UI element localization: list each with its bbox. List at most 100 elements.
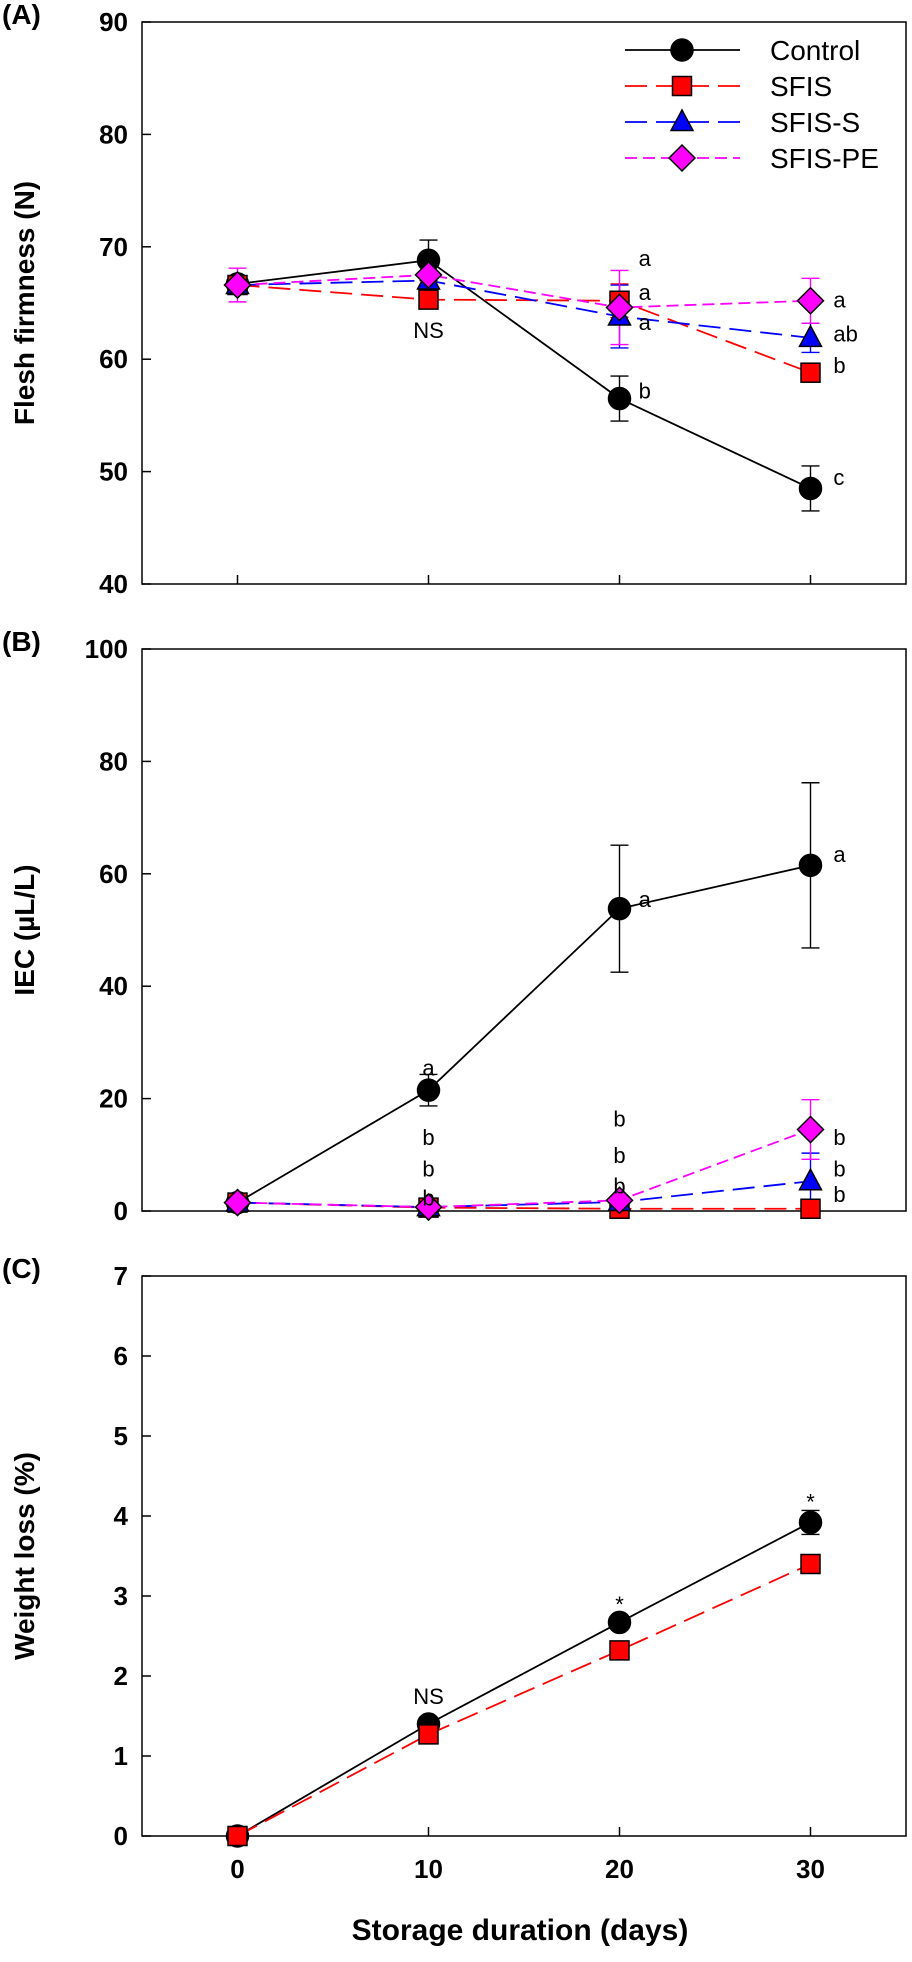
significance-label: a: [639, 280, 652, 305]
significance-label: a: [422, 1056, 435, 1081]
x-tick-label: 20: [605, 1854, 634, 1884]
y-axis-label: IEC (µL/L): [9, 864, 40, 995]
data-point-sfis: [418, 289, 439, 310]
y-tick-label: 60: [99, 859, 128, 889]
significance-label: NS: [413, 318, 444, 343]
significance-label: b: [833, 1156, 845, 1181]
panel-a: (A)Flesh firmness (N)405060708090NSaaaba…: [2, 0, 907, 599]
data-point-control: [607, 896, 632, 921]
legend: Control SFIS SFIS-S SFIS-PE: [625, 35, 879, 174]
significance-label: ab: [833, 321, 857, 346]
series-line-control: [237, 864, 811, 1204]
y-tick-label: 0: [114, 1196, 128, 1226]
data-point-control: [798, 476, 823, 501]
significance-label: b: [833, 1182, 845, 1207]
series-line-sfis: [237, 284, 811, 374]
legend-label: SFIS-S: [770, 107, 860, 138]
data-point-sfis: [800, 1553, 821, 1575]
series-line-sfis-pe: [237, 273, 811, 309]
significance-label: a: [833, 288, 846, 313]
panel-label: (A): [2, 0, 41, 30]
y-tick-label: 4: [114, 1501, 129, 1531]
y-tick-label: 50: [99, 457, 128, 487]
y-tick-label: 3: [114, 1581, 128, 1611]
data-point-sfis: [800, 1198, 821, 1220]
data-point-sfis-pe: [414, 260, 443, 289]
plot-frame: [141, 648, 907, 1212]
y-tick-label: 40: [99, 971, 128, 1001]
data-point-sfis-pe: [605, 1186, 634, 1215]
significance-label: b: [613, 1143, 625, 1168]
legend-marker: [671, 75, 693, 97]
significance-label: a: [833, 842, 846, 867]
significance-label: *: [615, 1592, 624, 1617]
y-tick-label: 40: [99, 569, 128, 599]
data-point-control: [798, 1510, 823, 1535]
data-point-sfis-pe: [796, 1115, 825, 1144]
data-point-sfis-pe: [223, 1188, 252, 1217]
y-tick-label: 90: [99, 7, 128, 37]
legend-label: SFIS: [770, 71, 832, 102]
y-tick-label: 20: [99, 1084, 128, 1114]
y-axis-label: Flesh firmness (N): [9, 181, 40, 425]
x-axis-label: Storage duration (days): [352, 1914, 689, 1947]
x-tick-label: 0: [230, 1854, 244, 1884]
y-tick-label: 5: [114, 1421, 128, 1451]
data-point-sfis: [227, 1825, 248, 1847]
data-point-sfis-pe: [605, 293, 634, 322]
legend-label: SFIS-PE: [770, 143, 879, 174]
data-point-sfis-s: [798, 1167, 823, 1191]
legend-marker: [669, 108, 695, 132]
significance-label: b: [422, 1186, 434, 1211]
data-point-sfis-pe: [796, 286, 825, 315]
y-tick-label: 0: [114, 1821, 128, 1851]
significance-label: a: [639, 310, 652, 335]
data-point-sfis: [418, 1724, 439, 1745]
data-point-control: [607, 1610, 632, 1635]
series-line-control: [237, 1521, 811, 1837]
data-point-sfis: [800, 362, 821, 383]
series-line-sfis-s: [237, 279, 811, 339]
panel-label: (B): [2, 626, 41, 657]
y-tick-label: 7: [114, 1261, 128, 1291]
data-point-control: [416, 1078, 441, 1102]
data-point-control: [607, 386, 632, 411]
significance-label: b: [639, 379, 651, 404]
y-tick-label: 70: [99, 232, 128, 262]
significance-label: NS: [413, 1684, 444, 1709]
panel-c: (C) Weight loss (%) 0 1 2 3 4 5 6 7 0 10 20 30 NS * *: [2, 1253, 907, 1884]
plot-frame: [141, 21, 907, 585]
data-point-control: [798, 853, 823, 878]
y-tick-label: 80: [99, 746, 128, 776]
y-axis-label: Weight loss (%): [9, 1452, 40, 1660]
y-tick-label: 100: [85, 634, 128, 664]
significance-label: a: [639, 246, 652, 271]
significance-label: b: [833, 1125, 845, 1150]
series-line-sfis-pe: [237, 1128, 811, 1208]
x-tick-label: 10: [414, 1854, 443, 1884]
significance-label: b: [422, 1125, 434, 1150]
panel-label: (C): [2, 1253, 41, 1284]
legend-marker: [670, 38, 694, 62]
series-line-sfis: [237, 1563, 811, 1837]
y-tick-label: 1: [114, 1741, 128, 1771]
plot-frame: [141, 1275, 907, 1837]
y-tick-label: 60: [99, 344, 128, 374]
data-point-sfis-pe: [414, 1193, 443, 1222]
y-tick-label: 6: [114, 1341, 128, 1371]
series-line-control: [237, 259, 811, 490]
y-tick-label: 80: [99, 119, 128, 149]
data-point-sfis-s: [798, 324, 823, 348]
significance-label: c: [833, 465, 844, 490]
legend-marker: [667, 143, 697, 173]
series-line-sfis: [237, 1201, 811, 1210]
data-point-sfis-pe: [223, 270, 252, 300]
y-tick-label: 2: [114, 1661, 128, 1691]
significance-label: b: [422, 1156, 434, 1181]
series-line-sfis-s: [237, 1180, 811, 1208]
significance-label: a: [639, 887, 652, 912]
x-tick-label: 30: [796, 1854, 825, 1884]
